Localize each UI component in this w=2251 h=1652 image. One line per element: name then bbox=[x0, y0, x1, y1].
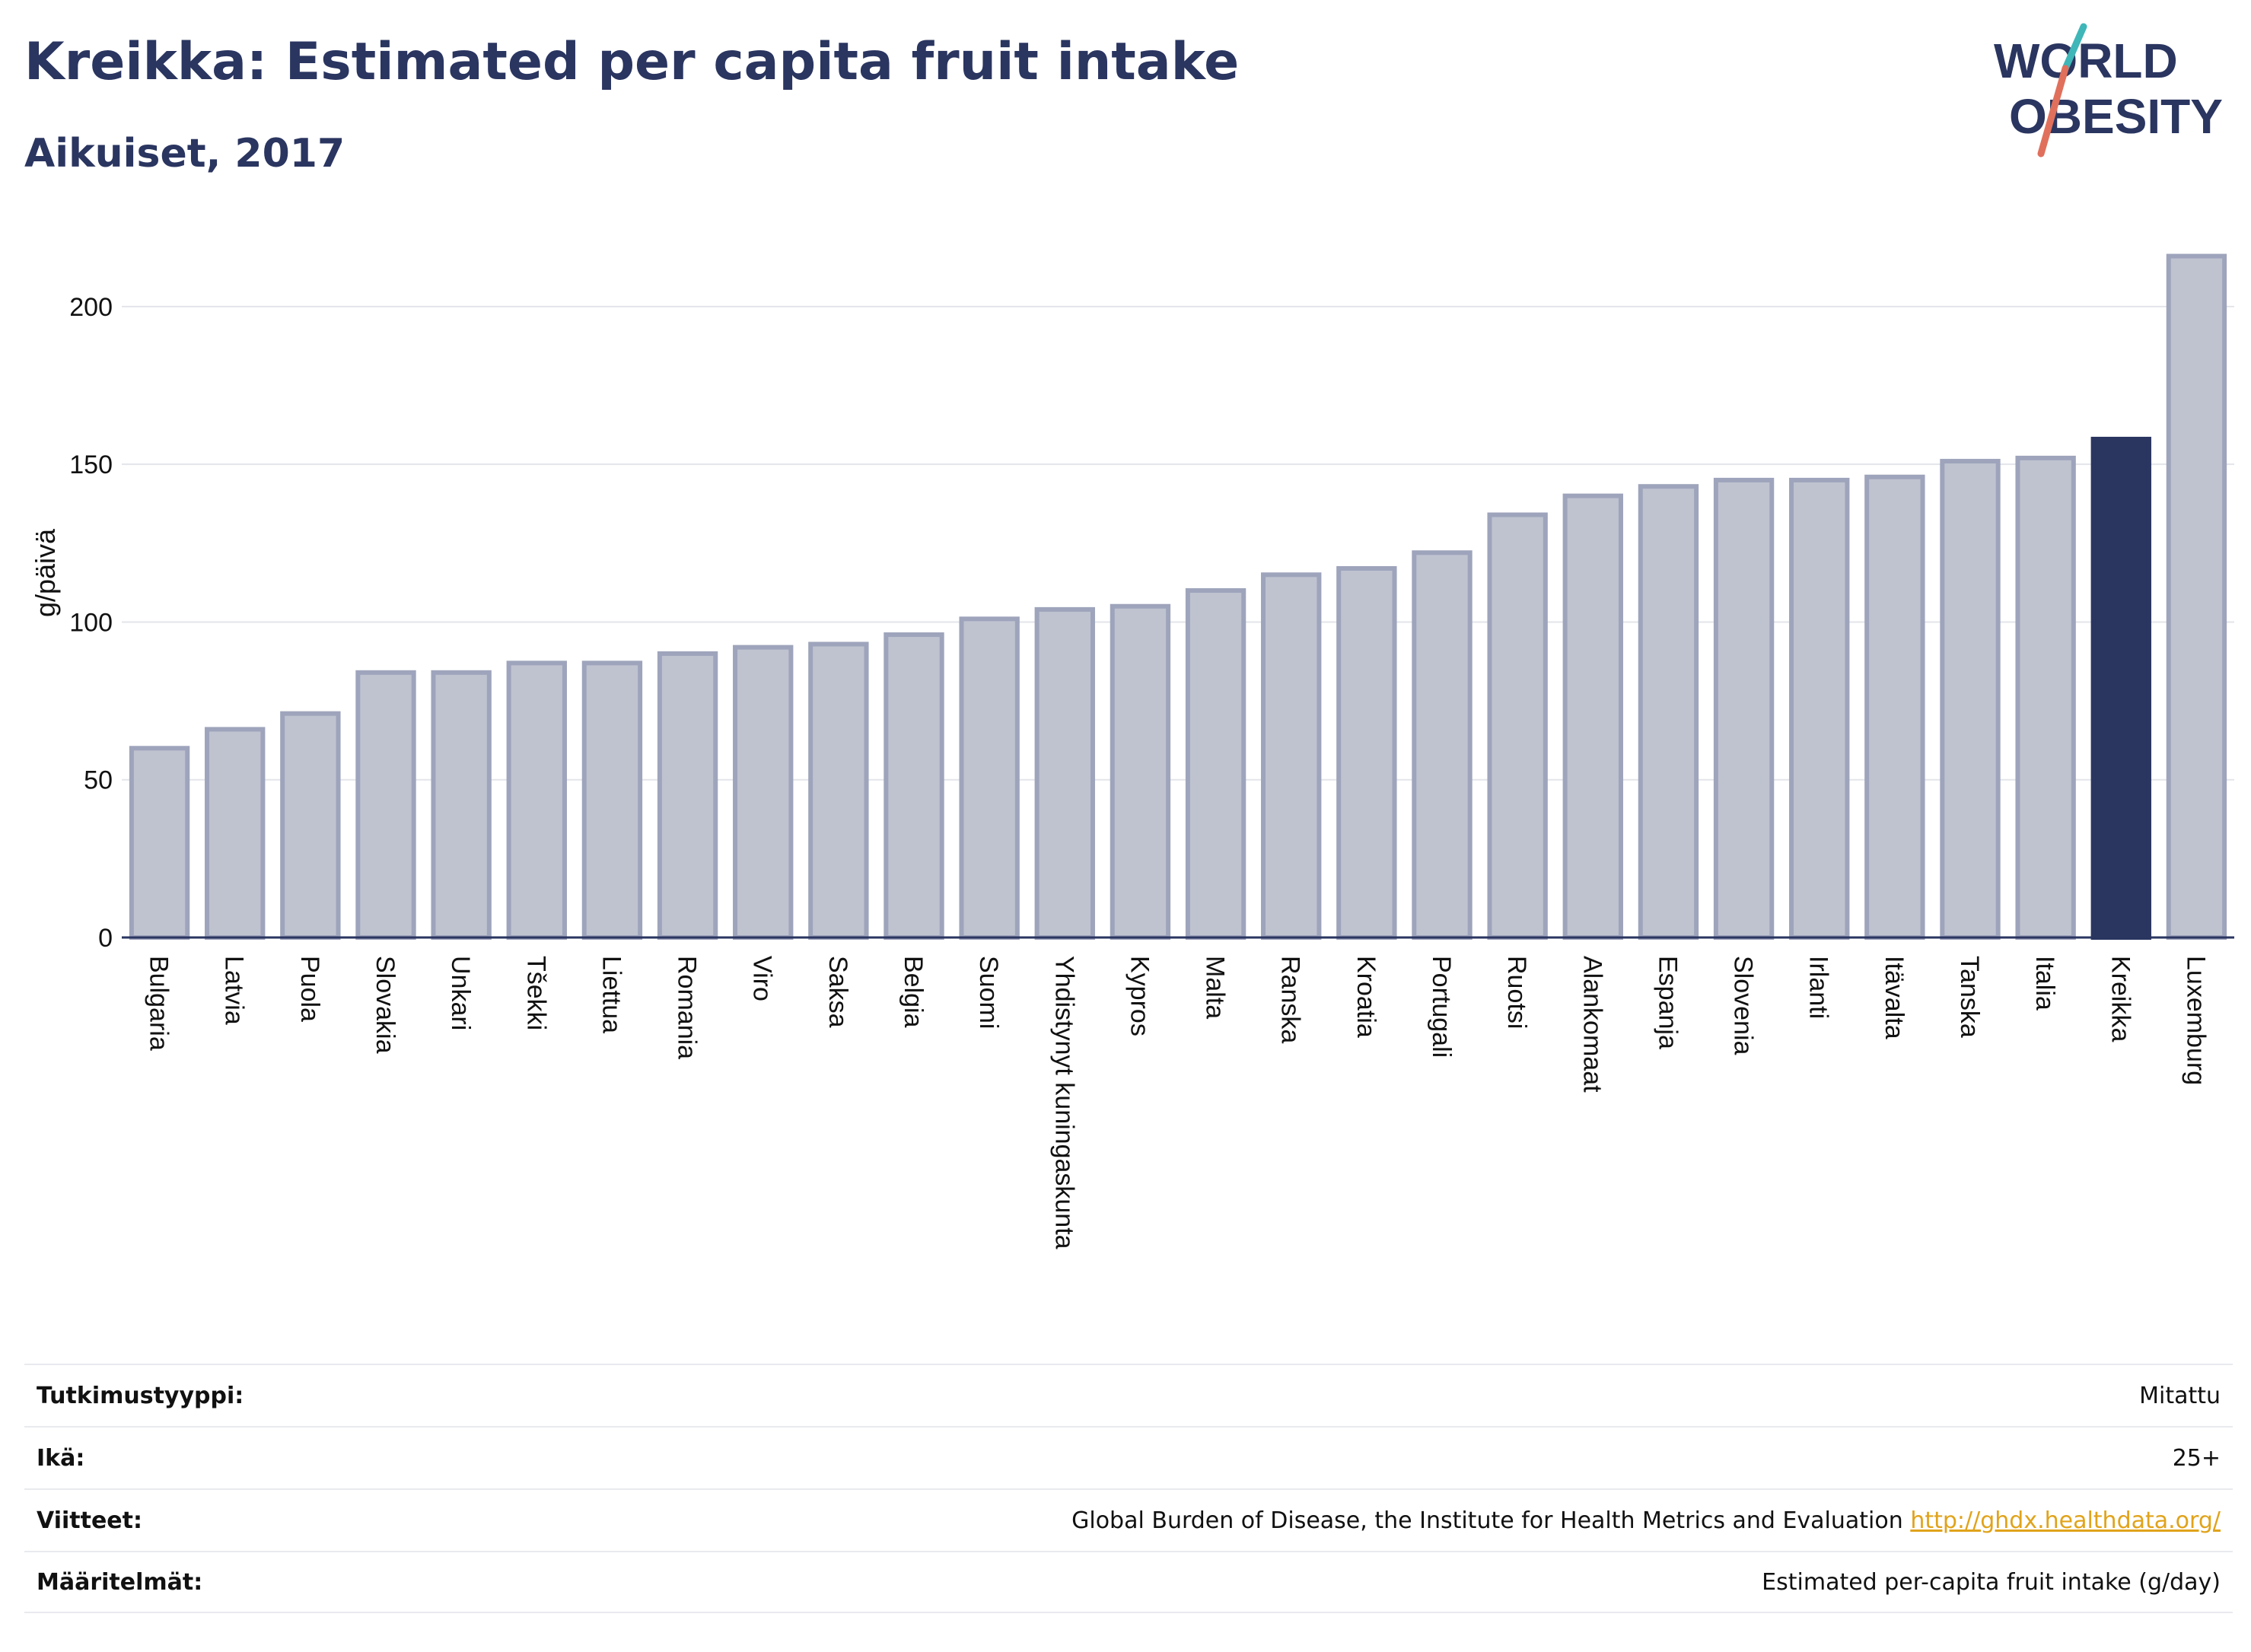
bar-tanska bbox=[1940, 459, 2001, 940]
bar-malta bbox=[1185, 588, 1246, 940]
reference-text: Global Burden of Disease, the Institute … bbox=[1071, 1507, 1903, 1534]
x-tick-label: Latvia bbox=[220, 956, 249, 1025]
bar-yhdistynyt-kuningaskunta bbox=[1034, 606, 1095, 940]
x-tick-label: Espanja bbox=[1653, 956, 1682, 1049]
y-axis-label: g/päivä bbox=[30, 528, 61, 617]
reference-link[interactable]: http://ghdx.healthdata.org/ bbox=[1910, 1507, 2221, 1534]
bar-kreikka bbox=[2090, 437, 2151, 940]
bar-ruotsi bbox=[1487, 512, 1548, 940]
x-tick-label: Kroatia bbox=[1352, 956, 1380, 1038]
x-tick-label: Yhdistynyt kuningaskunta bbox=[1049, 956, 1078, 1249]
meta-value: 25+ bbox=[2172, 1444, 2221, 1472]
bar-bulgaria bbox=[129, 746, 190, 940]
bars bbox=[129, 253, 2227, 941]
x-tick-label: Luxemburg bbox=[2181, 956, 2210, 1085]
x-tick-label: Slovenia bbox=[1729, 956, 1758, 1055]
bar-liettua bbox=[581, 660, 643, 940]
bar-luxemburg bbox=[2166, 253, 2227, 940]
x-tick-label: Romania bbox=[673, 956, 702, 1059]
y-tick-label: 50 bbox=[84, 766, 113, 795]
x-tick-label: Portugali bbox=[1427, 956, 1456, 1058]
bar-espanja bbox=[1638, 484, 1699, 940]
y-tick-label: 150 bbox=[69, 450, 113, 479]
x-tick-label: Tanska bbox=[1955, 956, 1984, 1038]
bar-alankomaat bbox=[1562, 493, 1623, 940]
meta-row-age: Ikä: 25+ bbox=[24, 1426, 2233, 1488]
bar-viro bbox=[733, 645, 794, 940]
x-tick-label: Slovakia bbox=[371, 956, 400, 1054]
x-tick-label: Malta bbox=[1201, 956, 1230, 1019]
x-tick-label: Belgia bbox=[899, 956, 928, 1028]
meta-value: Estimated per-capita fruit intake (g/day… bbox=[1762, 1568, 2221, 1596]
axes: 0 50 100 150 200 Bulgaria Latvia Puola Slovakia U… bbox=[69, 293, 2234, 1249]
x-tick-label: Alankomaat bbox=[1578, 956, 1606, 1093]
bar-kypros bbox=[1110, 603, 1171, 941]
chart-title: Kreikka: Estimated per capita fruit inta… bbox=[24, 32, 1240, 92]
x-tick-label: Itävalta bbox=[1880, 956, 1909, 1039]
world-obesity-logo: WORLD OBESITY bbox=[1994, 23, 2223, 158]
bar-slovenia bbox=[1713, 477, 1775, 940]
y-tick-label: 0 bbox=[98, 924, 113, 953]
meta-row-references: Viitteet: Global Burden of Disease, the … bbox=[24, 1488, 2233, 1551]
bar-ranska bbox=[1261, 572, 1322, 940]
logo-slash-teal bbox=[2062, 23, 2087, 72]
bar-romania bbox=[657, 651, 718, 941]
bar-italia bbox=[2015, 455, 2076, 940]
bar-itävalta bbox=[1864, 474, 1925, 940]
meta-row-definitions: Määritelmät: Estimated per-capita fruit … bbox=[24, 1551, 2233, 1613]
x-tick-label: Irlanti bbox=[1804, 956, 1833, 1019]
bar-suomi bbox=[959, 616, 1020, 940]
meta-value-references: Global Burden of Disease, the Institute … bbox=[1071, 1507, 2221, 1534]
meta-value: Mitattu bbox=[2139, 1382, 2221, 1409]
meta-label: Viitteet: bbox=[37, 1507, 142, 1534]
logo-line1: WORLD bbox=[1994, 33, 2178, 88]
bar-portugali bbox=[1412, 550, 1473, 940]
bar-chart: 0 50 100 150 200 Bulgaria Latvia Puola Slovakia U… bbox=[30, 253, 2234, 1249]
x-tick-label: Kreikka bbox=[2106, 956, 2135, 1042]
chart-subtitle: Aikuiset, 2017 bbox=[24, 131, 345, 177]
x-tick-label: Suomi bbox=[974, 956, 1003, 1029]
x-tick-label: Italia bbox=[2030, 956, 2059, 1011]
x-tick-label: Puola bbox=[295, 956, 324, 1022]
meta-label: Ikä: bbox=[37, 1444, 85, 1472]
x-tick-label: Saksa bbox=[823, 956, 852, 1028]
x-tick-label: Tšekki bbox=[521, 956, 550, 1030]
bar-puola bbox=[280, 711, 341, 940]
bar-unkari bbox=[431, 670, 492, 940]
x-tick-label: Ruotsi bbox=[1502, 956, 1531, 1029]
metadata-table: Tutkimustyyppi: Mitattu Ikä: 25+ Viittee… bbox=[24, 1364, 2233, 1613]
bar-saksa bbox=[808, 641, 869, 940]
meta-label: Määritelmät: bbox=[37, 1568, 203, 1596]
x-tick-label: Ranska bbox=[1276, 956, 1305, 1043]
bar-slovakia bbox=[355, 670, 416, 940]
x-tick-label: Viro bbox=[748, 956, 777, 1001]
meta-label: Tutkimustyyppi: bbox=[37, 1382, 244, 1409]
bar-latvia bbox=[205, 727, 266, 941]
bar-belgia bbox=[884, 632, 944, 940]
x-tick-label: Unkari bbox=[446, 956, 475, 1030]
y-tick-label: 200 bbox=[69, 293, 113, 322]
logo-slash-coral bbox=[2037, 65, 2069, 158]
x-tick-label: Kypros bbox=[1125, 956, 1154, 1036]
x-tick-label: Bulgaria bbox=[145, 956, 174, 1051]
x-tick-label: Liettua bbox=[597, 956, 626, 1033]
y-tick-label: 100 bbox=[69, 608, 113, 637]
bar-irlanti bbox=[1789, 477, 1850, 940]
meta-row-study-type: Tutkimustyyppi: Mitattu bbox=[24, 1364, 2233, 1426]
bar-kroatia bbox=[1336, 565, 1397, 940]
bar-tšekki bbox=[506, 660, 567, 940]
